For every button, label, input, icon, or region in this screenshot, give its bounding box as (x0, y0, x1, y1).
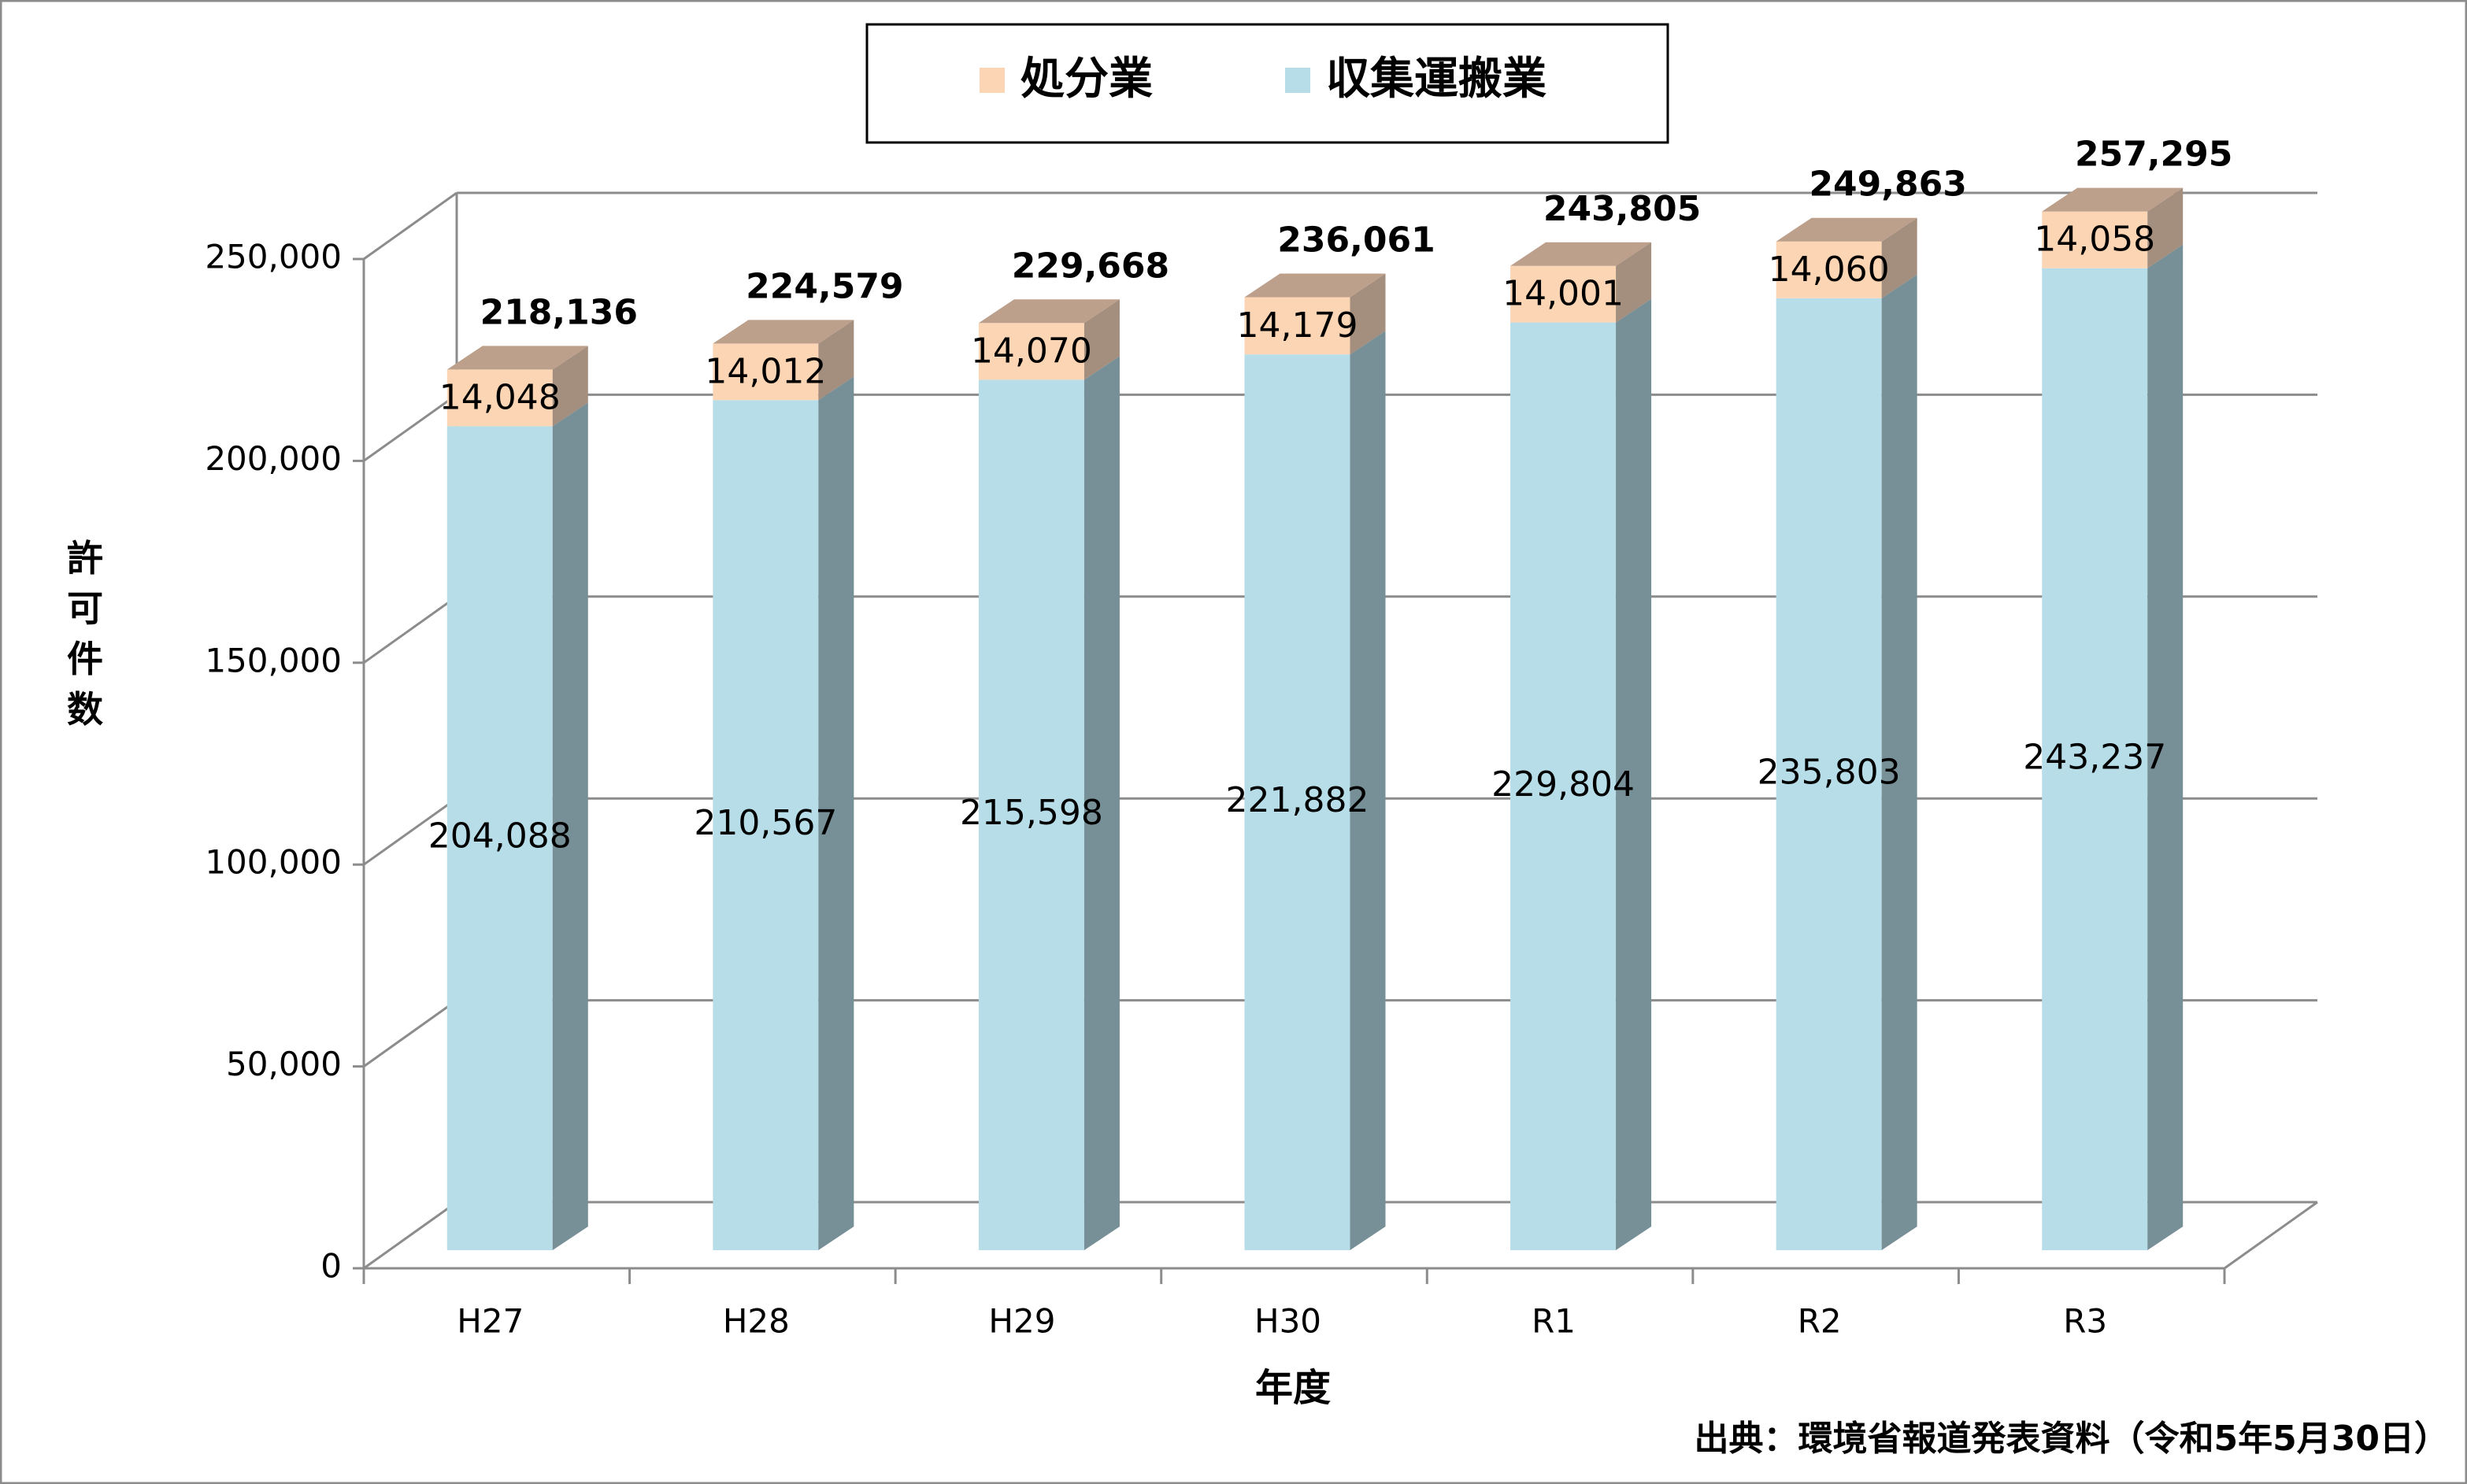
data-label-disposal: 14,070 (971, 331, 1092, 371)
y-tick-label: 200,000 (205, 439, 342, 478)
data-label-total: 249,863 (1809, 165, 1966, 205)
legend-swatch (980, 68, 1005, 93)
x-axis-title: 年度 (1255, 1366, 1331, 1410)
bar-side-collection (1350, 331, 1386, 1251)
bar-segment-collection (1776, 298, 1882, 1250)
x-tick-label: H30 (1254, 1302, 1321, 1341)
data-label-total: 243,805 (1543, 189, 1701, 229)
bar-side-collection (818, 376, 854, 1251)
gridline-diagonal (363, 999, 457, 1068)
x-tick-label: R3 (2063, 1302, 2107, 1341)
bar-side-disposal (1881, 217, 1917, 298)
bar-segment-collection (446, 426, 553, 1250)
data-label-total: 257,295 (2075, 135, 2232, 175)
legend-label: 収集運搬業 (1326, 54, 1547, 105)
gridline-diagonal (363, 394, 457, 462)
bar-side-collection (1881, 274, 1917, 1250)
data-label-total: 236,061 (1277, 220, 1435, 260)
bar-side-collection (552, 402, 588, 1250)
gridline-diagonal (363, 191, 457, 261)
x-tick-label: R1 (1532, 1302, 1576, 1341)
data-label-collection: 221,882 (1226, 780, 1369, 820)
bar-side-collection (2147, 244, 2184, 1250)
bar-segment-collection (978, 379, 1084, 1250)
data-label-collection: 243,237 (2023, 737, 2166, 777)
bar-segment-disposal (1244, 297, 1350, 355)
y-tick-label: 100,000 (205, 843, 342, 882)
data-label-collection: 210,567 (694, 803, 837, 843)
bar-side-disposal (2147, 187, 2184, 268)
data-label-total: 218,136 (480, 292, 638, 332)
source-note: 出典：環境省報道発表資料（令和5年5月30日） (1695, 1419, 2449, 1459)
bar-segment-disposal (1510, 265, 1617, 323)
bar-side-disposal (1083, 299, 1120, 380)
bar-top-disposal (446, 346, 588, 370)
data-label-disposal: 14,001 (1502, 274, 1624, 314)
gridline-diagonal (363, 1201, 457, 1270)
bar-side-collection (1616, 298, 1652, 1251)
bar-side-disposal (552, 346, 588, 427)
x-tick-label: R2 (1798, 1302, 1842, 1341)
y-tick-label: 250,000 (205, 238, 342, 276)
bar-top-disposal (1244, 273, 1386, 298)
x-tick-label: H28 (723, 1302, 790, 1341)
data-label-disposal: 14,012 (705, 351, 826, 391)
gridline-diagonal (363, 595, 457, 664)
bar-segment-disposal (446, 369, 553, 427)
bar-side-disposal (818, 320, 854, 401)
data-label-collection: 215,598 (960, 793, 1103, 833)
y-tick-label: 50,000 (226, 1045, 342, 1083)
data-label-collection: 235,803 (1758, 752, 1901, 792)
bar-segment-collection (1510, 322, 1617, 1251)
gridline-diagonal (363, 797, 457, 866)
bar-segment-disposal (1776, 241, 1882, 298)
bar-segment-disposal (2042, 211, 2148, 268)
bar-top-disposal (978, 299, 1120, 324)
data-label-disposal: 14,060 (1769, 250, 1890, 290)
bar-segment-disposal (978, 323, 1084, 380)
x-tick-label: H29 (988, 1302, 1055, 1341)
bar-segment-collection (1244, 354, 1350, 1251)
floor-right-edge (2224, 1201, 2318, 1270)
legend-swatch (1285, 68, 1310, 93)
bar-side-disposal (1616, 242, 1652, 323)
data-label-collection: 204,088 (428, 816, 572, 857)
bar-side-disposal (1350, 273, 1386, 355)
y-tick-label: 0 (320, 1247, 342, 1286)
legend-label: 処分業 (1021, 54, 1153, 105)
bar-top-disposal (1510, 242, 1652, 266)
y-tick-label: 150,000 (205, 641, 342, 679)
data-label-disposal: 14,048 (439, 377, 561, 417)
bar-top-disposal (2042, 187, 2184, 212)
data-label-disposal: 14,179 (1237, 305, 1358, 346)
y-axis-title: 許可件数 (67, 537, 103, 731)
bar-segment-collection (2042, 268, 2148, 1250)
data-label-disposal: 14,058 (2034, 220, 2155, 260)
x-tick-label: H27 (457, 1302, 524, 1341)
data-label-collection: 229,804 (1491, 764, 1635, 805)
bar-segment-disposal (713, 343, 819, 401)
bar-segment-collection (713, 400, 819, 1251)
bar-side-collection (1083, 356, 1120, 1250)
data-label-total: 229,668 (1012, 246, 1169, 286)
bar-top-disposal (1776, 217, 1917, 242)
bar-top-disposal (713, 320, 854, 344)
data-label-total: 224,579 (746, 266, 903, 306)
